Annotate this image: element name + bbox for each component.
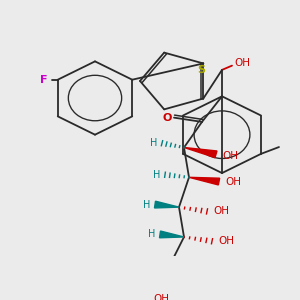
Polygon shape: [160, 231, 184, 238]
Text: H: H: [143, 200, 151, 210]
Text: OH: OH: [218, 236, 234, 246]
Text: H: H: [148, 230, 156, 239]
Text: OH: OH: [225, 177, 241, 187]
Text: O: O: [162, 112, 172, 123]
Text: H: H: [153, 170, 161, 180]
Text: OH: OH: [153, 294, 169, 300]
Text: H: H: [150, 138, 158, 148]
Polygon shape: [184, 148, 217, 158]
Text: OH: OH: [213, 206, 229, 216]
Text: OH: OH: [222, 151, 238, 161]
Text: F: F: [40, 75, 47, 85]
Text: S: S: [197, 65, 205, 75]
Polygon shape: [154, 201, 179, 208]
Text: OH: OH: [234, 58, 250, 68]
Polygon shape: [189, 177, 220, 185]
